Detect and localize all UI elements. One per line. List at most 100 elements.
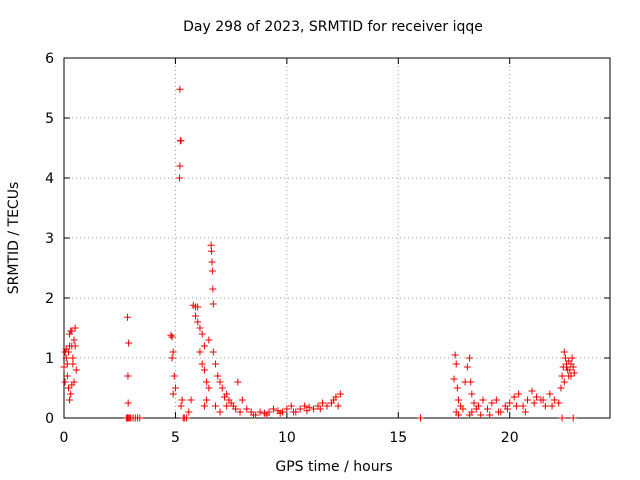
data-point <box>238 396 246 404</box>
data-point <box>310 405 318 413</box>
data-point <box>69 354 77 362</box>
data-point <box>560 348 568 356</box>
data-point <box>124 399 132 407</box>
data-point <box>570 369 578 377</box>
data-point <box>167 331 175 339</box>
data-point <box>495 408 503 416</box>
data-point <box>479 396 487 404</box>
data-point <box>483 405 491 413</box>
data-point <box>555 399 563 407</box>
data-point <box>565 357 573 365</box>
data-point <box>256 408 264 416</box>
data-point <box>223 402 231 410</box>
data-point <box>546 390 554 398</box>
data-point <box>214 372 222 380</box>
data-point <box>171 384 179 392</box>
data-point <box>249 411 257 419</box>
data-point <box>334 402 342 410</box>
data-point <box>187 396 195 404</box>
y-tick-label: 0 <box>45 411 54 427</box>
data-point <box>168 354 176 362</box>
data-point <box>177 137 185 145</box>
data-point <box>539 396 547 404</box>
data-point <box>569 363 577 371</box>
data-point <box>330 396 338 404</box>
data-point <box>450 375 458 383</box>
y-tick-label: 1 <box>45 351 54 367</box>
data-point <box>176 162 184 170</box>
y-tick-label: 4 <box>45 171 54 187</box>
data-point <box>561 354 569 362</box>
data-point <box>477 411 485 419</box>
data-point <box>185 408 193 416</box>
data-point <box>560 378 568 386</box>
data-point <box>208 267 216 275</box>
data-point <box>169 348 177 356</box>
data-point <box>519 402 527 410</box>
data-point <box>521 408 529 416</box>
data-point <box>269 405 277 413</box>
y-tick-label: 2 <box>45 291 54 307</box>
data-point <box>71 342 79 350</box>
data-point <box>168 333 176 341</box>
data-point <box>177 402 185 410</box>
data-point <box>194 303 202 311</box>
data-point <box>136 414 144 422</box>
data-point <box>468 408 476 416</box>
data-point <box>218 384 226 392</box>
x-tick-label: 5 <box>171 430 180 446</box>
y-tick-label: 5 <box>45 111 54 127</box>
data-point <box>558 372 566 380</box>
data-point <box>548 402 556 410</box>
data-point <box>532 393 540 401</box>
data-point <box>467 378 475 386</box>
data-point <box>66 396 74 404</box>
x-axis-label: GPS time / hours <box>275 459 392 475</box>
data-point <box>263 411 271 419</box>
data-point <box>198 360 206 368</box>
data-point <box>512 402 520 410</box>
data-point <box>453 384 461 392</box>
data-point <box>243 405 251 413</box>
data-point <box>62 354 70 362</box>
x-tick-label: 15 <box>389 430 407 446</box>
data-point <box>459 405 467 413</box>
data-point <box>232 405 240 413</box>
data-point <box>454 396 462 404</box>
data-point <box>175 174 183 182</box>
data-point <box>62 345 70 353</box>
data-point <box>68 381 76 389</box>
data-point <box>550 396 558 404</box>
data-point <box>296 405 304 413</box>
data-point <box>451 351 459 359</box>
data-point <box>200 402 208 410</box>
y-axis-label: SRMTID / TECUs <box>6 182 22 295</box>
data-point <box>530 399 538 407</box>
data-point <box>216 408 224 416</box>
data-point <box>524 396 532 404</box>
data-point <box>486 411 494 419</box>
data-point <box>528 387 536 395</box>
data-point <box>124 313 132 321</box>
data-point <box>515 390 523 398</box>
data-point <box>541 402 549 410</box>
data-point <box>203 378 211 386</box>
data-point <box>205 384 213 392</box>
data-point <box>64 384 72 392</box>
x-tick-label: 0 <box>60 430 69 446</box>
data-point <box>70 336 78 344</box>
data-point <box>212 360 220 368</box>
data-point <box>194 318 202 326</box>
data-point <box>287 402 295 410</box>
data-point <box>209 300 217 308</box>
data-point <box>208 247 216 255</box>
y-tick-label: 6 <box>45 51 54 67</box>
data-point <box>303 407 311 415</box>
data-point <box>466 354 474 362</box>
data-point <box>558 414 566 422</box>
data-point <box>69 360 77 368</box>
data-point <box>176 85 184 93</box>
data-point <box>276 409 284 417</box>
